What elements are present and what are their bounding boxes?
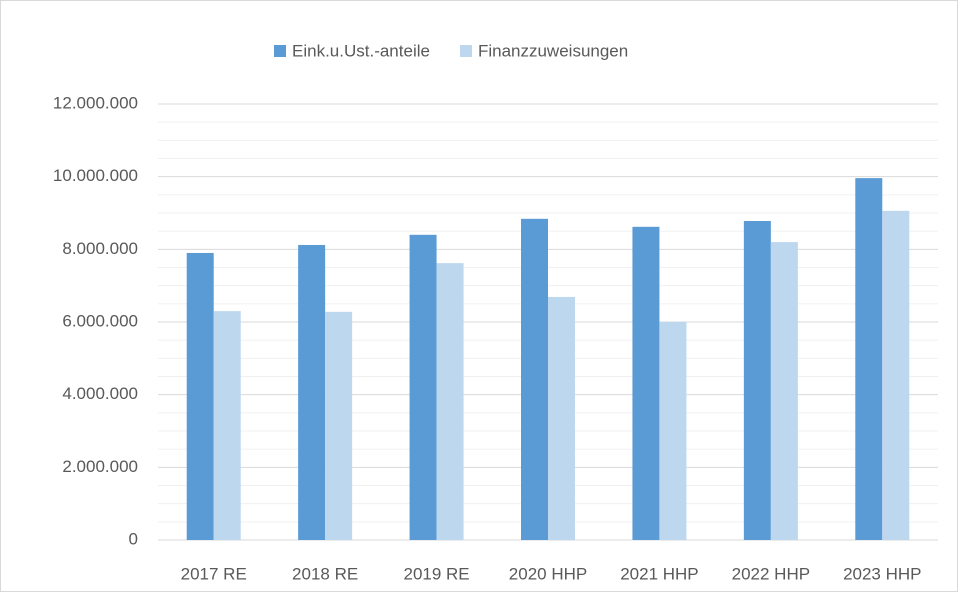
bar [659, 322, 687, 540]
y-tick-label: 8.000.000 [62, 239, 138, 258]
y-tick-label: 0 [129, 529, 138, 548]
bar [632, 226, 660, 540]
legend-swatch [459, 45, 472, 57]
bar [770, 242, 798, 541]
y-tick-label: 12.000.000 [53, 93, 138, 112]
y-tick-label: 4.000.000 [62, 384, 138, 403]
bar [325, 311, 353, 540]
bar [882, 210, 910, 540]
y-tick-label: 2.000.000 [62, 457, 138, 476]
legend-swatch [274, 45, 286, 57]
y-tick-label: 10.000.000 [53, 166, 138, 185]
x-tick-label: 2017 RE [181, 564, 247, 583]
x-tick-label: 2023 HHP [843, 564, 921, 583]
bar [548, 296, 575, 540]
bar [436, 263, 464, 540]
legend-label: Finanzzuweisungen [478, 41, 628, 60]
x-tick-label: 2022 HHP [732, 564, 810, 583]
x-tick-label: 2018 RE [292, 564, 358, 583]
x-tick-label: 2020 HHP [509, 564, 587, 583]
bar [521, 218, 548, 540]
bar [298, 244, 326, 540]
bar [186, 252, 214, 540]
bar [409, 234, 437, 541]
legend-label: Eink.u.Ust.-anteile [292, 41, 430, 60]
bar [855, 178, 883, 540]
bar [213, 311, 241, 540]
y-tick-label: 6.000.000 [62, 311, 138, 330]
x-tick-label: 2021 HHP [620, 564, 698, 583]
x-tick-label: 2019 RE [403, 564, 469, 583]
bar [743, 220, 771, 540]
